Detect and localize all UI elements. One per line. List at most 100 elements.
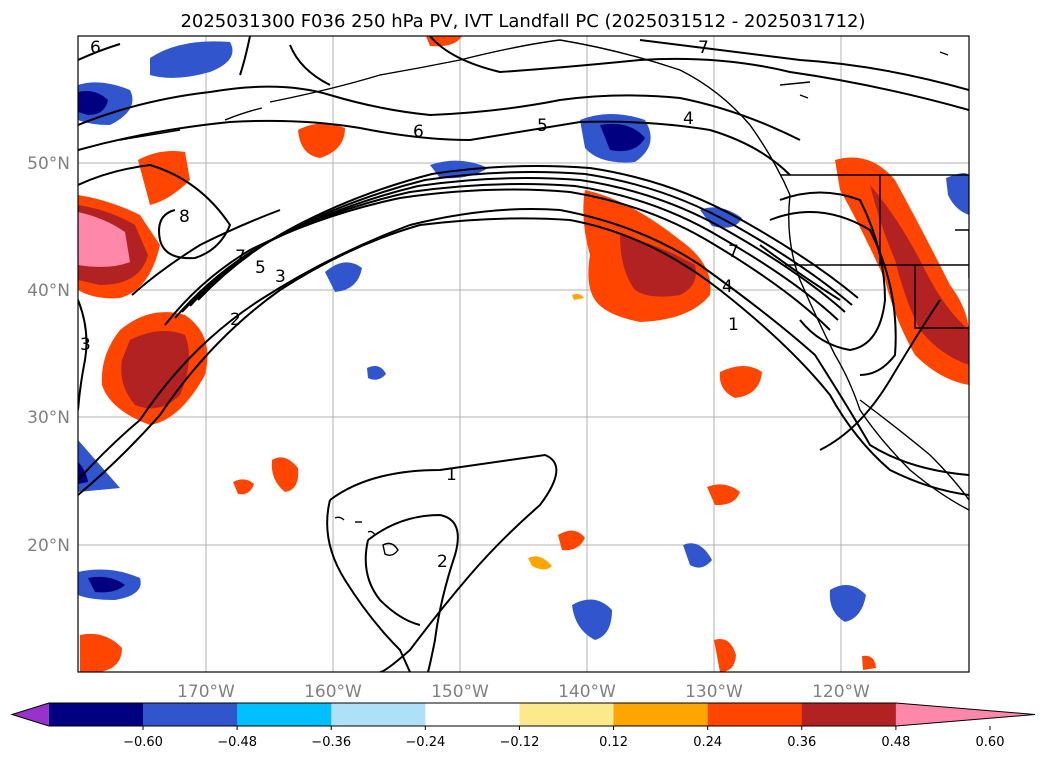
colorbar-segment [613, 703, 709, 726]
contour-label: 7 [235, 247, 246, 267]
pv-contour [326, 453, 558, 672]
contour-labels: 6 7 6 5 4 8 7 5 3 2 3 7 4 1 1 2 [80, 38, 739, 572]
pc-negative-region [367, 366, 386, 380]
contour-label: 1 [728, 315, 739, 335]
pc-positive-region [707, 484, 740, 506]
pc-positive-region [121, 331, 189, 409]
contour-label: 5 [255, 258, 266, 278]
contour-label: 6 [413, 122, 424, 142]
pv-contour [78, 43, 121, 61]
pc-positive-region [719, 366, 762, 398]
pv-contour [78, 299, 88, 411]
y-axis-ticks: 50°N 40°N 30°N 20°N [27, 154, 70, 556]
pc-positive-region [80, 633, 122, 672]
pv-contour [819, 299, 941, 451]
map-background [78, 36, 969, 672]
contour-label: 2 [437, 552, 448, 572]
y-tick-label: 50°N [27, 154, 70, 174]
colorbar-tick-label: 0.60 [976, 735, 1005, 750]
map-content: 6 7 6 5 4 8 7 5 3 2 3 7 4 1 1 2 [78, 36, 969, 672]
pc-negative-region [600, 123, 645, 152]
x-tick-label: 140°W [558, 682, 616, 702]
colorbar-segment [237, 703, 332, 726]
contour-label: 7 [698, 38, 709, 58]
colorbar-tick-label: −0.48 [217, 735, 257, 750]
island [334, 516, 345, 521]
pv-contour [239, 36, 969, 111]
colorbar-tick-label: 0.36 [787, 735, 816, 750]
pc-positive-region [572, 294, 584, 300]
chart-title: 2025031300 F036 250 hPa PV, IVT Landfall… [180, 11, 865, 32]
map-frame [77, 35, 970, 673]
pc-positive-region [271, 457, 299, 492]
x-axis-ticks: 170°W 160°W 150°W 140°W 130°W 120°W [177, 682, 870, 702]
coastline [269, 39, 969, 511]
pc-negative-region [78, 440, 120, 492]
pc-positive-region [870, 185, 969, 365]
pc-negative-region [150, 41, 233, 78]
pc-negative-region [572, 599, 612, 640]
colorbar-segment [519, 703, 615, 726]
y-tick-label: 20°N [27, 536, 70, 556]
contour-label: 7 [728, 242, 739, 262]
pc-negative-region [683, 543, 712, 568]
y-tick-label: 40°N [27, 281, 70, 301]
x-tick-label: 160°W [304, 682, 362, 702]
pv-contour [78, 163, 232, 260]
colorbar-outline [10, 702, 1036, 727]
pv-contour [197, 165, 859, 301]
colorbar-segment [801, 703, 897, 726]
colorbar-segment [425, 703, 520, 726]
pc-negative-region [325, 262, 362, 292]
contour-label: 5 [537, 116, 548, 136]
pv-contour [78, 119, 791, 176]
y-tick-label: 30°N [27, 408, 70, 428]
colorbar-segment [48, 703, 144, 726]
x-tick-label: 120°W [812, 682, 870, 702]
pc-negative-region [78, 91, 108, 115]
pc-negative-region [829, 585, 866, 622]
pc-positive-region [426, 36, 462, 47]
contour-label: 3 [275, 267, 286, 287]
gridlines [78, 36, 969, 672]
colorbar-tick-label: −0.36 [311, 735, 351, 750]
contour-label: 3 [80, 335, 91, 355]
pc-positive-region [620, 235, 696, 297]
pv-contour [779, 191, 887, 352]
pv-contour [78, 85, 801, 141]
colorbar-tick-label: 0.12 [599, 735, 628, 750]
colorbar-tick-label: 0.24 [693, 735, 722, 750]
border [785, 175, 969, 329]
pv-contour [164, 188, 831, 331]
pc-shading [78, 36, 969, 672]
x-tick-label: 150°W [431, 682, 489, 702]
pv-contours [78, 36, 969, 672]
pc-positive-region [233, 479, 254, 495]
contour-label: 1 [446, 465, 457, 485]
coastline [859, 399, 969, 501]
pc-negative-region [946, 173, 969, 215]
contour-label: 6 [90, 38, 101, 58]
pc-negative-region [88, 576, 125, 593]
x-tick-label: 170°W [177, 682, 235, 702]
coastline [224, 107, 263, 121]
contour-label: 4 [722, 277, 733, 297]
pc-positive-region [528, 556, 552, 570]
colorbar-segment [707, 703, 803, 726]
pv-contour [639, 39, 969, 91]
colorbar-tick-label: −0.12 [500, 735, 540, 750]
pc-positive-region [298, 123, 345, 158]
island [779, 51, 949, 99]
pv-contour [78, 208, 969, 481]
colorbar: −0.60 −0.48 −0.36 −0.24 −0.12 0.12 0.24 0.36 0.4… [10, 702, 1036, 750]
colorbar-segment [331, 703, 426, 726]
colorbar-tick-label: −0.60 [123, 735, 163, 750]
colorbar-segment [143, 703, 238, 726]
contour-label: 4 [683, 109, 694, 129]
colorbar-tick-label: −0.24 [405, 735, 445, 750]
pc-positive-region [558, 530, 585, 551]
island [382, 542, 399, 557]
pc-positive-region [862, 655, 876, 670]
colorbar-tick-label: 0.48 [881, 735, 910, 750]
